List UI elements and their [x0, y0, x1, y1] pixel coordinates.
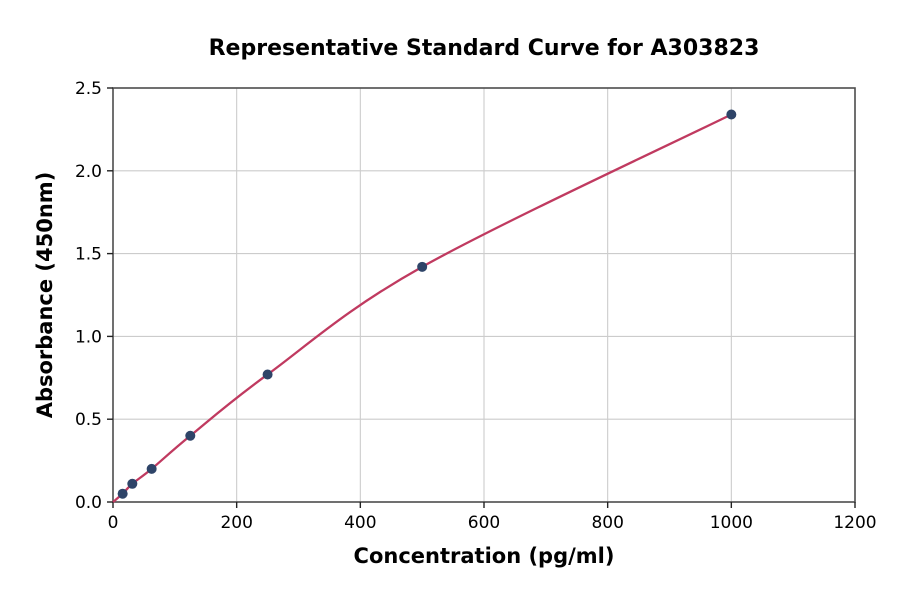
axes: 0 200 400 600 800 1000 1200 0.0 0.5 1.0 1.5 2.0 2.5: [75, 79, 877, 533]
data-point-marker: [127, 478, 138, 489]
y-tick-label: 0.0: [75, 493, 102, 513]
x-tick-label: 1200: [833, 513, 876, 533]
data-series: [112, 109, 737, 503]
y-tick-label: 2.5: [75, 79, 102, 99]
x-axis-label: Concentration (pg/ml): [354, 544, 615, 568]
data-point-marker: [146, 463, 157, 474]
data-point-marker: [262, 369, 273, 380]
gridlines: [113, 87, 856, 502]
y-tick-label: 1.0: [75, 327, 102, 347]
y-tick-label: 0.5: [75, 410, 102, 430]
fitted-curve: [112, 113, 732, 503]
x-tick-label: 200: [220, 513, 252, 533]
y-tick-label: 1.5: [75, 245, 102, 265]
data-point-marker: [185, 430, 196, 441]
x-tick-label: 600: [468, 513, 500, 533]
data-point-marker: [117, 488, 128, 499]
data-point-marker: [726, 109, 737, 120]
data-point-marker: [417, 261, 428, 272]
x-tick-label: 1000: [710, 513, 753, 533]
y-tick-label: 2.0: [75, 162, 102, 182]
x-tick-label: 400: [344, 513, 376, 533]
chart-title: Representative Standard Curve for A30382…: [209, 36, 760, 61]
x-tick-label: 0: [108, 513, 119, 533]
y-axis-label: Absorbance (450nm): [33, 172, 57, 419]
x-tick-label: 800: [591, 513, 623, 533]
